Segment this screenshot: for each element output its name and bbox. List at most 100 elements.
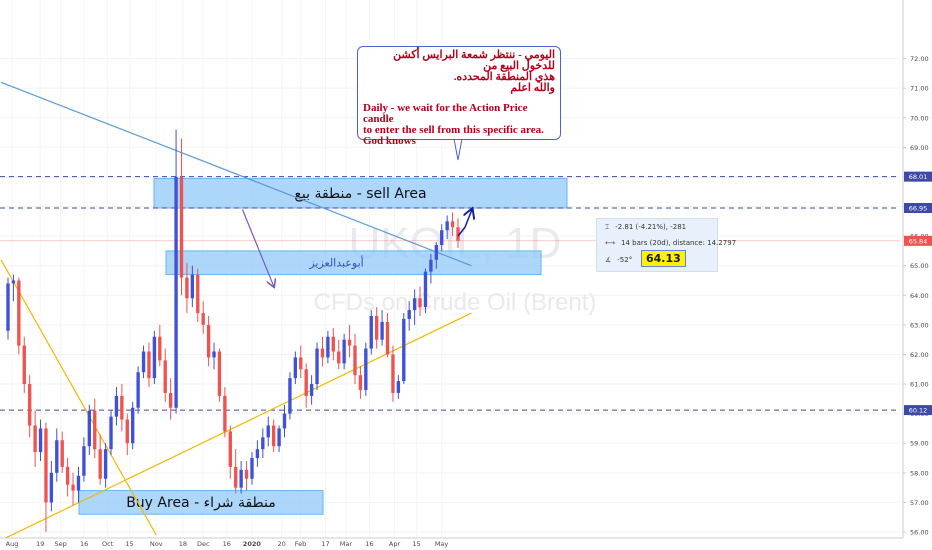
measure-price-change: ⌶ -2.81 (-4.21%), -281 — [605, 223, 686, 232]
candle-body — [423, 271, 428, 308]
candle-body — [125, 419, 129, 444]
trendline — [0, 81, 472, 267]
price-label-bg — [904, 171, 932, 182]
candle-body — [217, 351, 222, 396]
candle-body — [223, 395, 227, 432]
candle-body — [55, 440, 59, 473]
x-tick-label: Oct — [102, 540, 114, 548]
candle-body — [304, 369, 308, 396]
candle-body — [206, 324, 211, 358]
candle-body — [385, 321, 390, 355]
x-tick-label: 20 — [278, 540, 286, 548]
price-label-text: 66.95 — [909, 205, 928, 213]
annotation-arabic-line-1: اليومي - ننتظر شمعة البرايس أكشن للدخول … — [393, 49, 555, 72]
bar-range-icon: ⟷ — [605, 239, 616, 247]
price-label-bg — [904, 203, 932, 214]
candle-body — [353, 345, 357, 376]
candle-body — [6, 283, 10, 331]
candle-body — [277, 428, 281, 447]
up-arrow — [457, 209, 472, 237]
y-tick-label: 72.00 — [910, 55, 929, 63]
zone-rect — [153, 177, 568, 209]
candle-body — [109, 416, 113, 450]
candle-body — [380, 321, 384, 340]
arrows — [241, 138, 472, 286]
measure-bars-text: 14 bars (20d), distance: 14.2797 — [621, 239, 737, 247]
candle-body — [358, 375, 363, 390]
candle-body — [315, 348, 319, 385]
x-tick-label: 16 — [80, 540, 88, 548]
measure-angle: ∡ -52° — [605, 256, 632, 264]
measure-tool-box[interactable]: ⌶ -2.81 (-4.21%), -281 ⟷ 14 bars (20d), di… — [596, 218, 736, 272]
candle-body — [261, 437, 265, 450]
x-tick-label: Mar — [340, 540, 353, 548]
x-tick-label: 15 — [125, 540, 133, 548]
candle-body — [38, 428, 43, 453]
price-range-icon: ⌶ — [605, 223, 610, 231]
target-price-badge: 64.13 — [641, 250, 686, 267]
candle-body — [418, 298, 422, 308]
x-tick-label: 16 — [365, 540, 373, 548]
candle-body — [364, 348, 368, 390]
x-tick-label: 18 — [179, 540, 187, 548]
candle-body — [168, 392, 173, 408]
candle-body — [299, 357, 303, 370]
y-tick-label: 56.00 — [910, 529, 929, 537]
zone-label: منطقة بيع - sell Area — [294, 186, 426, 202]
y-tick-label: 65.00 — [910, 262, 929, 270]
annotation-callout[interactable]: اليومي - ننتظر شمعة البرايس أكشن للدخول … — [357, 46, 561, 147]
candle-body — [11, 280, 16, 284]
measure-angle-text: -52° — [617, 256, 633, 264]
candle-body — [320, 348, 325, 358]
candle-body — [60, 440, 64, 467]
candle-body — [255, 449, 260, 459]
candle-body — [288, 378, 292, 414]
candle-body — [250, 458, 254, 479]
candle-body — [179, 176, 184, 278]
annotation-english-line-1: Daily - we wait for the Action Price can… — [363, 102, 528, 125]
y-tick-label: 70.00 — [910, 114, 929, 122]
trendlines[interactable] — [0, 81, 472, 539]
candle-body — [228, 431, 232, 467]
candle-body — [120, 395, 124, 420]
price-label-text: 68.01 — [909, 173, 928, 181]
candle-body — [212, 351, 216, 358]
candle-body — [103, 449, 108, 479]
price-axis: 56.0057.0058.0059.0060.0061.0062.0063.00… — [902, 0, 932, 538]
candle-body — [445, 221, 449, 231]
candles — [6, 129, 460, 532]
candle-body — [87, 410, 92, 447]
annotation-arabic-line-3: والله اعلم — [510, 82, 555, 94]
time-axis: Aug 19 Sep 16 Oct 15 Nov 18 Dec 16 2020 20 Feb 17 Mar 1… — [0, 537, 903, 548]
x-tick-label: 17 — [321, 540, 329, 548]
x-tick-label: Sep — [54, 540, 66, 548]
x-tick-label: 16 — [223, 540, 231, 548]
candle-body — [429, 259, 433, 272]
y-tick-label: 62.00 — [910, 351, 929, 359]
price-levels — [0, 176, 900, 411]
candle-body — [440, 230, 444, 245]
candle-body — [131, 407, 135, 444]
x-tick-label: Aug — [6, 540, 19, 548]
projection-arrow — [241, 209, 273, 286]
candle-body — [22, 345, 26, 385]
y-tick-label: 59.00 — [910, 440, 929, 448]
price-label-bg — [904, 235, 932, 246]
candle-body — [434, 244, 438, 260]
candle-body — [185, 277, 189, 299]
candle-body — [141, 351, 146, 373]
candle-body — [82, 446, 86, 476]
candle-body — [271, 425, 276, 447]
x-tick-label: Dec — [197, 540, 210, 548]
candle-body — [152, 336, 157, 379]
annotation-english-line-3: God knows — [363, 135, 416, 147]
candle-body — [374, 316, 379, 340]
candle-body — [309, 384, 314, 396]
x-tick-label: Nov — [150, 540, 163, 548]
trendline — [0, 259, 157, 536]
candle-body — [369, 316, 373, 349]
candle-body — [76, 475, 81, 491]
zone-label: Buy Area - منطقة شراء — [126, 495, 276, 511]
